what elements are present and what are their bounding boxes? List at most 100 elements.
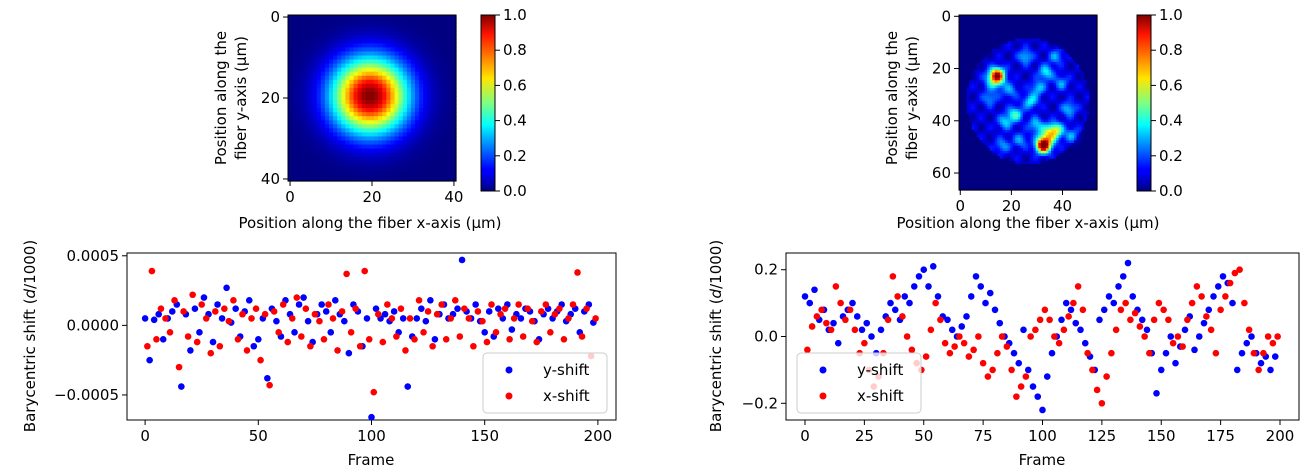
heatmap-cell: [386, 39, 391, 44]
heatmap-cell: [382, 76, 387, 81]
heatmap-cell: [288, 43, 293, 48]
heatmap-cell: [431, 31, 436, 36]
heatmap-cell: [341, 112, 346, 117]
heatmap-cell: [337, 68, 342, 73]
heatmap-cell: [395, 47, 400, 52]
heatmap-cell: [423, 173, 428, 178]
heatmap-cell: [370, 141, 375, 146]
heatmap-cell: [329, 120, 334, 125]
heatmap-cell: [300, 15, 305, 20]
heatmap-cell: [366, 76, 371, 81]
heatmap-cell: [292, 27, 297, 32]
heatmap-cell: [288, 149, 293, 154]
heatmap-cell: [390, 43, 395, 48]
heatmap-cell: [374, 68, 379, 73]
heatmap-cell: [399, 136, 404, 141]
heatmap-cell: [341, 15, 346, 20]
heatmap-cell: [325, 132, 330, 137]
heatmap-cell: [313, 124, 318, 129]
heatmap-cell: [440, 39, 445, 44]
heatmap-cell: [345, 116, 350, 121]
heatmap-cell: [370, 80, 375, 85]
heatmap-cell: [296, 149, 301, 154]
heatmap-cell: [415, 80, 420, 85]
heatmap-cell: [436, 157, 441, 162]
heatmap-cell: [296, 47, 301, 52]
heatmap-cell: [370, 124, 375, 129]
heatmap-cell: [411, 35, 416, 40]
heatmap-cell: [407, 92, 412, 97]
heatmap-cell: [370, 23, 375, 28]
heatmap-cell: [292, 60, 297, 65]
heatmap-cell: [358, 108, 363, 113]
heatmap-cell: [444, 88, 449, 93]
heatmap-cell: [411, 124, 416, 129]
heatmap-cell: [370, 104, 375, 109]
heatmap-cell: [345, 165, 350, 170]
heatmap-cell: [419, 72, 424, 77]
heatmap-cell: [296, 43, 301, 48]
heatmap-cell: [333, 31, 338, 36]
heatmap-cell: [382, 51, 387, 56]
heatmap-cell: [374, 64, 379, 69]
heatmap-cell: [436, 136, 441, 141]
heatmap-cell: [403, 76, 408, 81]
heatmap-cell: [407, 141, 412, 146]
heatmap-cell: [395, 120, 400, 125]
heatmap-cell: [317, 100, 322, 105]
heatmap-cell: [366, 64, 371, 69]
heatmap-cell: [403, 27, 408, 32]
heatmap-cell: [395, 157, 400, 162]
heatmap-cell: [325, 84, 330, 89]
heatmap-cell: [321, 72, 326, 77]
heatmap-cell: [362, 47, 367, 52]
heatmap-cell: [304, 15, 309, 20]
heatmap-cell: [395, 169, 400, 174]
heatmap-cell: [378, 169, 383, 174]
heatmap-cell: [321, 173, 326, 178]
heatmap-cell: [362, 112, 367, 117]
heatmap-cell: [358, 47, 363, 52]
heatmap-cell: [329, 108, 334, 113]
heatmap-cell: [403, 72, 408, 77]
heatmap-cell: [423, 84, 428, 89]
heatmap-cell: [370, 19, 375, 24]
heatmap-cell: [407, 165, 412, 170]
heatmap-cell: [440, 165, 445, 170]
heatmap-cell: [288, 116, 293, 121]
heatmap-cell: [448, 149, 453, 154]
heatmap-cell: [444, 153, 449, 158]
heatmap-cell: [403, 161, 408, 166]
heatmap-cell: [292, 55, 297, 60]
heatmap-cell: [427, 39, 432, 44]
heatmap-cell: [374, 169, 379, 174]
heatmap-cell: [358, 51, 363, 56]
heatmap-cell: [329, 39, 334, 44]
heatmap-cell: [296, 27, 301, 32]
heatmap-cell: [448, 169, 453, 174]
heatmap-cell: [313, 76, 318, 81]
heatmap-cell: [358, 64, 363, 69]
heatmap-cell: [308, 165, 313, 170]
heatmap-cell: [440, 51, 445, 56]
heatmap-cell: [296, 55, 301, 60]
heatmap-cell: [403, 149, 408, 154]
heatmap-cell: [362, 165, 367, 170]
heatmap-cell: [296, 31, 301, 36]
heatmap-cell: [366, 136, 371, 141]
heatmap-cell: [300, 120, 305, 125]
heatmap-cell: [436, 15, 441, 20]
heatmap-cell: [427, 96, 432, 101]
heatmap-cell: [419, 141, 424, 146]
heatmap-cell: [415, 124, 420, 129]
heatmap-cell: [386, 100, 391, 105]
heatmap-cell: [427, 19, 432, 24]
heatmap-cell: [448, 15, 453, 20]
heatmap-cell: [349, 19, 354, 24]
heatmap-cell: [395, 60, 400, 65]
heatmap-cell: [366, 84, 371, 89]
heatmap-cell: [321, 23, 326, 28]
heatmap-cell: [362, 55, 367, 60]
heatmap-cell: [354, 112, 359, 117]
heatmap-cell: [403, 51, 408, 56]
